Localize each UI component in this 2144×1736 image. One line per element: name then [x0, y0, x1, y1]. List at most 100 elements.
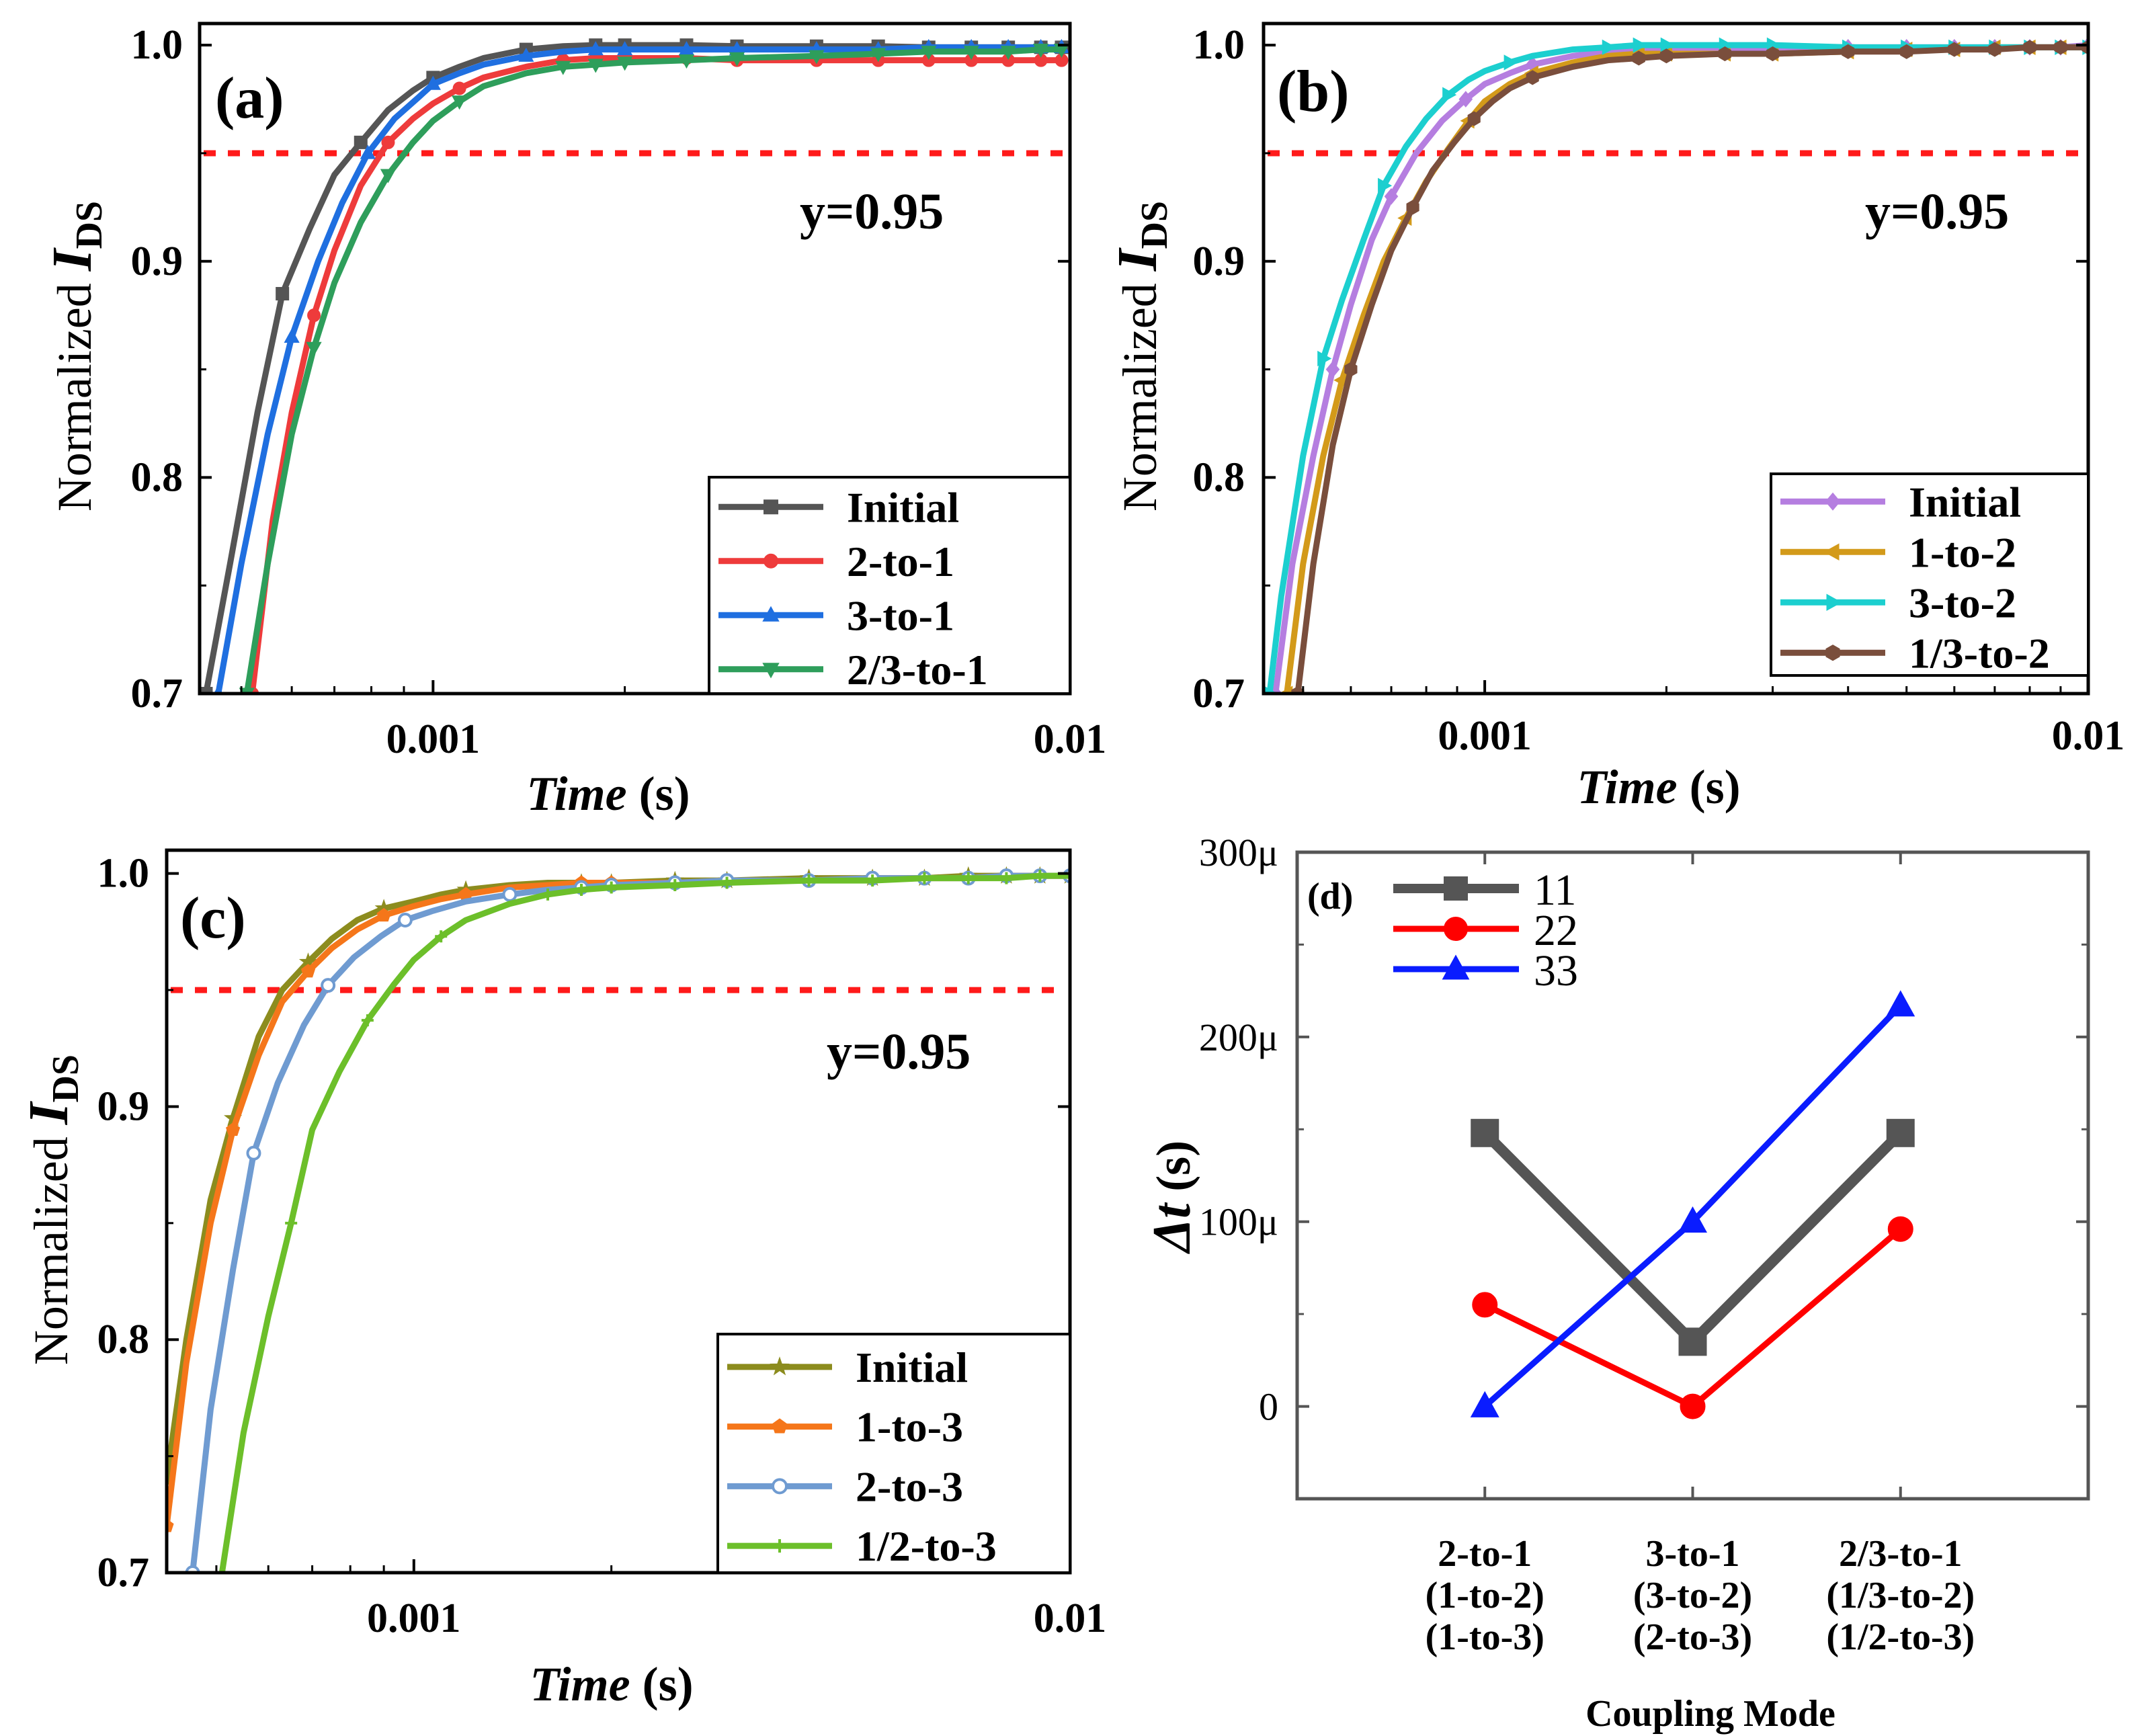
data-point — [381, 135, 395, 149]
x-tick-label: 0.001 — [367, 1596, 461, 1641]
data-point — [1384, 188, 1399, 205]
data-point — [1900, 44, 1913, 59]
data-point — [1033, 43, 1049, 58]
data-point — [354, 135, 368, 149]
data-point — [1471, 1118, 1499, 1147]
x-category-label: (3-to-2) — [1633, 1575, 1752, 1616]
y-tick-label: 300μ — [1199, 831, 1278, 874]
y-tick-label: 0.9 — [97, 1083, 150, 1129]
data-point — [216, 1567, 229, 1573]
legend-label: 3-to-1 — [847, 591, 954, 639]
data-point — [425, 75, 441, 90]
data-point — [1317, 350, 1332, 367]
legend: Initial 2-to-1 3-to-1 2/3-to-1 — [708, 476, 1071, 695]
y-axis-label-prefix: Normalized — [24, 1124, 78, 1365]
data-point — [2054, 40, 2067, 55]
legend-marker — [1823, 543, 1840, 561]
panel-label: (d) — [1307, 876, 1353, 917]
data-point — [542, 888, 554, 901]
legend-marker — [764, 499, 778, 515]
data-point — [1766, 46, 1780, 62]
x-axis-label: Coupling Mode — [1585, 1693, 1836, 1735]
series-line-4 — [1294, 44, 2088, 694]
y-tick-label: 0.8 — [1193, 454, 1245, 500]
data-point — [729, 52, 745, 67]
data-point — [1472, 1292, 1498, 1318]
data-point — [300, 964, 316, 978]
x-category-label: 3-to-1 — [1646, 1533, 1740, 1575]
legend-label: 1-to-3 — [856, 1403, 963, 1451]
data-point — [226, 1122, 241, 1136]
x-tick-label: 0.01 — [2052, 713, 2125, 759]
legend-marker — [1826, 593, 1842, 611]
x-axis-label-var: Time — [530, 1657, 630, 1711]
data-point — [360, 144, 376, 159]
data-point — [866, 874, 879, 887]
data-point — [802, 874, 815, 887]
panel-d: 0 100μ 200μ 300μ 2-to-1(1-to-2)(1-to-3) 3-to-… — [1143, 831, 2090, 1735]
x-axis-label-unit: (s) — [1678, 760, 1741, 814]
data-point — [1718, 46, 1731, 62]
y-axis-label-unit: (s) — [1147, 1141, 1200, 1204]
data-point — [1467, 111, 1481, 126]
data-point — [380, 169, 397, 183]
data-point — [1503, 54, 1518, 71]
legend-marker — [762, 606, 780, 622]
x-tick-label: 0.001 — [386, 716, 481, 762]
y-tick-label: 0.7 — [1193, 671, 1245, 716]
x-tick-label: 0.001 — [1438, 713, 1532, 759]
legend-marker — [773, 1539, 786, 1553]
data-point — [809, 50, 825, 65]
legend: Initial 1-to-3 2-to-3 1/2-to-3 — [716, 1333, 1071, 1574]
y-tick-label: 0 — [1259, 1385, 1278, 1429]
data-point — [555, 60, 571, 75]
x-category-label: (1-to-2) — [1426, 1575, 1544, 1616]
data-point — [451, 95, 468, 110]
data-point — [1886, 990, 1915, 1017]
y-axis-label: Normalized IDS — [1106, 201, 1176, 511]
legend-label: 2-to-3 — [856, 1462, 963, 1510]
series-group — [200, 38, 1070, 694]
y-axis-label-prefix: Normalized — [48, 271, 101, 511]
y-axis-label: Δt (s) — [1143, 1141, 1202, 1254]
y-tick-label: 0.9 — [131, 239, 183, 284]
x-axis-label-unit: (s) — [627, 767, 690, 821]
panel-a: y=0.95 0.7 0.8 0.9 1.0 0.001 0.01 Time (s) Norma… — [41, 22, 1106, 821]
y-axis-label-sub: DS — [69, 201, 110, 249]
data-point — [306, 341, 322, 356]
y-axis-label-var: I — [17, 1100, 80, 1125]
data-point — [587, 41, 604, 56]
x-axis-label: Time (s) — [530, 1657, 693, 1711]
series-line-2 — [249, 54, 1062, 694]
data-point — [321, 978, 336, 993]
data-point — [1526, 70, 1539, 85]
data-point — [921, 46, 937, 60]
data-point — [962, 872, 975, 884]
data-point — [1678, 1327, 1707, 1356]
data-point — [1406, 200, 1419, 215]
legend-label: 2-to-1 — [847, 538, 954, 585]
y-tick-label: 100μ — [1199, 1200, 1278, 1244]
series-line-11 — [1481, 1129, 1905, 1348]
legend-marker — [1825, 492, 1841, 511]
data-point — [605, 881, 618, 894]
data-point — [1034, 870, 1046, 882]
data-point — [1842, 44, 1855, 59]
data-point — [1064, 870, 1070, 882]
y-tick-label: 0.8 — [97, 1317, 150, 1362]
legend-marker — [772, 1418, 788, 1434]
plot-frame — [165, 848, 1072, 1575]
data-point — [587, 58, 604, 73]
legend-label: 1-to-2 — [1909, 528, 2016, 576]
reference-label: y=0.95 — [1865, 183, 2009, 240]
legend-label: 1/3-to-2 — [1909, 629, 2050, 677]
data-point — [678, 54, 695, 69]
y-tick-label: 0.8 — [131, 454, 183, 500]
y-tick-label: 0.7 — [131, 671, 183, 716]
legend-marker — [770, 1356, 790, 1376]
data-point — [2023, 40, 2036, 55]
x-axis-label: Time (s) — [526, 767, 690, 821]
legend-marker — [1825, 645, 1840, 661]
